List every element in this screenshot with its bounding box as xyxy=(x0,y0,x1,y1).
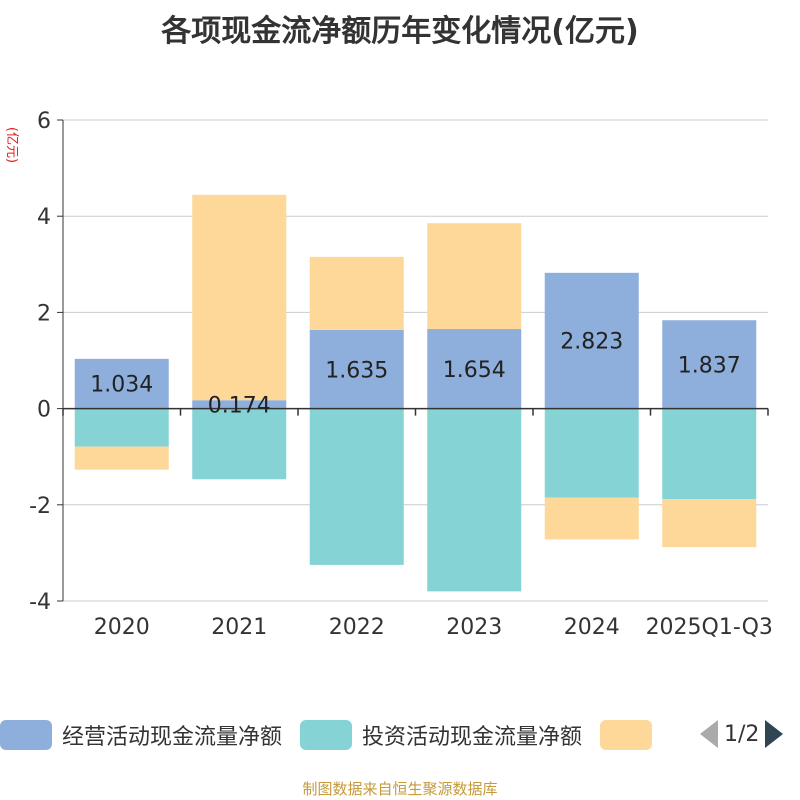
data-label: 1.837 xyxy=(678,353,741,378)
bar-financing-2024 xyxy=(544,497,639,540)
bar-financing-2025Q1-Q3 xyxy=(662,499,757,548)
legend-swatch-operating xyxy=(0,720,52,750)
bar-investing-2021 xyxy=(192,408,287,480)
legend-swatch-investing xyxy=(300,720,353,750)
bar-investing-2022 xyxy=(309,408,404,565)
legend-item-investing[interactable]: 投资活动现金流量净额 xyxy=(300,719,582,751)
legend-swatch-financing xyxy=(600,720,653,750)
legend-page-indicator: 1/2 xyxy=(724,721,760,747)
bar-operating-2021 xyxy=(192,400,287,409)
legend-label-investing: 投资活动现金流量净额 xyxy=(362,725,583,750)
y-tick-label: 6 xyxy=(37,109,51,134)
bar-financing-2021 xyxy=(192,194,287,401)
chart-title: 各项现金流净额历年变化情况(亿元) xyxy=(161,14,639,49)
x-tick-label: 2022 xyxy=(329,615,385,640)
y-axis-label: (亿元) xyxy=(4,127,19,163)
data-label: 0.174 xyxy=(208,393,271,418)
bar-investing-2024 xyxy=(544,408,639,498)
y-tick-label: -2 xyxy=(29,494,51,519)
x-tick-label: 2024 xyxy=(564,615,620,640)
legend: 经营活动现金流量净额 投资活动现金流量净额 xyxy=(0,718,680,752)
legend-item-financing[interactable] xyxy=(600,720,662,750)
legend-prev-icon[interactable] xyxy=(700,720,718,748)
data-label: 1.034 xyxy=(90,373,153,398)
bar-operating-2024 xyxy=(544,272,639,409)
y-tick-label: 2 xyxy=(37,301,51,326)
x-tick-label: 2023 xyxy=(446,615,502,640)
bar-investing-2020 xyxy=(74,408,169,447)
y-tick-label: -4 xyxy=(29,590,51,615)
y-tick-label: 4 xyxy=(37,205,51,230)
bar-operating-2020 xyxy=(74,358,169,409)
bar-investing-2025Q1-Q3 xyxy=(662,408,757,500)
bar-financing-2023 xyxy=(427,223,522,330)
bar-operating-2022 xyxy=(309,329,404,409)
legend-pager: 1/2 xyxy=(700,716,784,752)
data-label: 1.654 xyxy=(443,358,506,383)
bar-operating-2023 xyxy=(427,329,522,409)
data-source-note: 制图数据来自恒生聚源数据库 xyxy=(302,780,498,798)
bar-investing-2023 xyxy=(427,408,522,592)
y-tick-label: 0 xyxy=(37,398,51,423)
x-tick-label: 2021 xyxy=(211,615,267,640)
x-tick-label: 2020 xyxy=(94,615,150,640)
bar-operating-2025Q1-Q3 xyxy=(662,320,757,409)
bar-financing-2022 xyxy=(309,256,404,330)
x-tick-label: 2025Q1-Q3 xyxy=(646,615,773,640)
bar-financing-2020 xyxy=(74,446,169,470)
legend-next-icon[interactable] xyxy=(765,720,784,748)
legend-label-operating: 经营活动现金流量净额 xyxy=(62,725,283,750)
data-label: 2.823 xyxy=(560,330,623,355)
legend-item-operating[interactable]: 经营活动现金流量净额 xyxy=(0,719,282,751)
data-label: 1.635 xyxy=(325,358,388,383)
